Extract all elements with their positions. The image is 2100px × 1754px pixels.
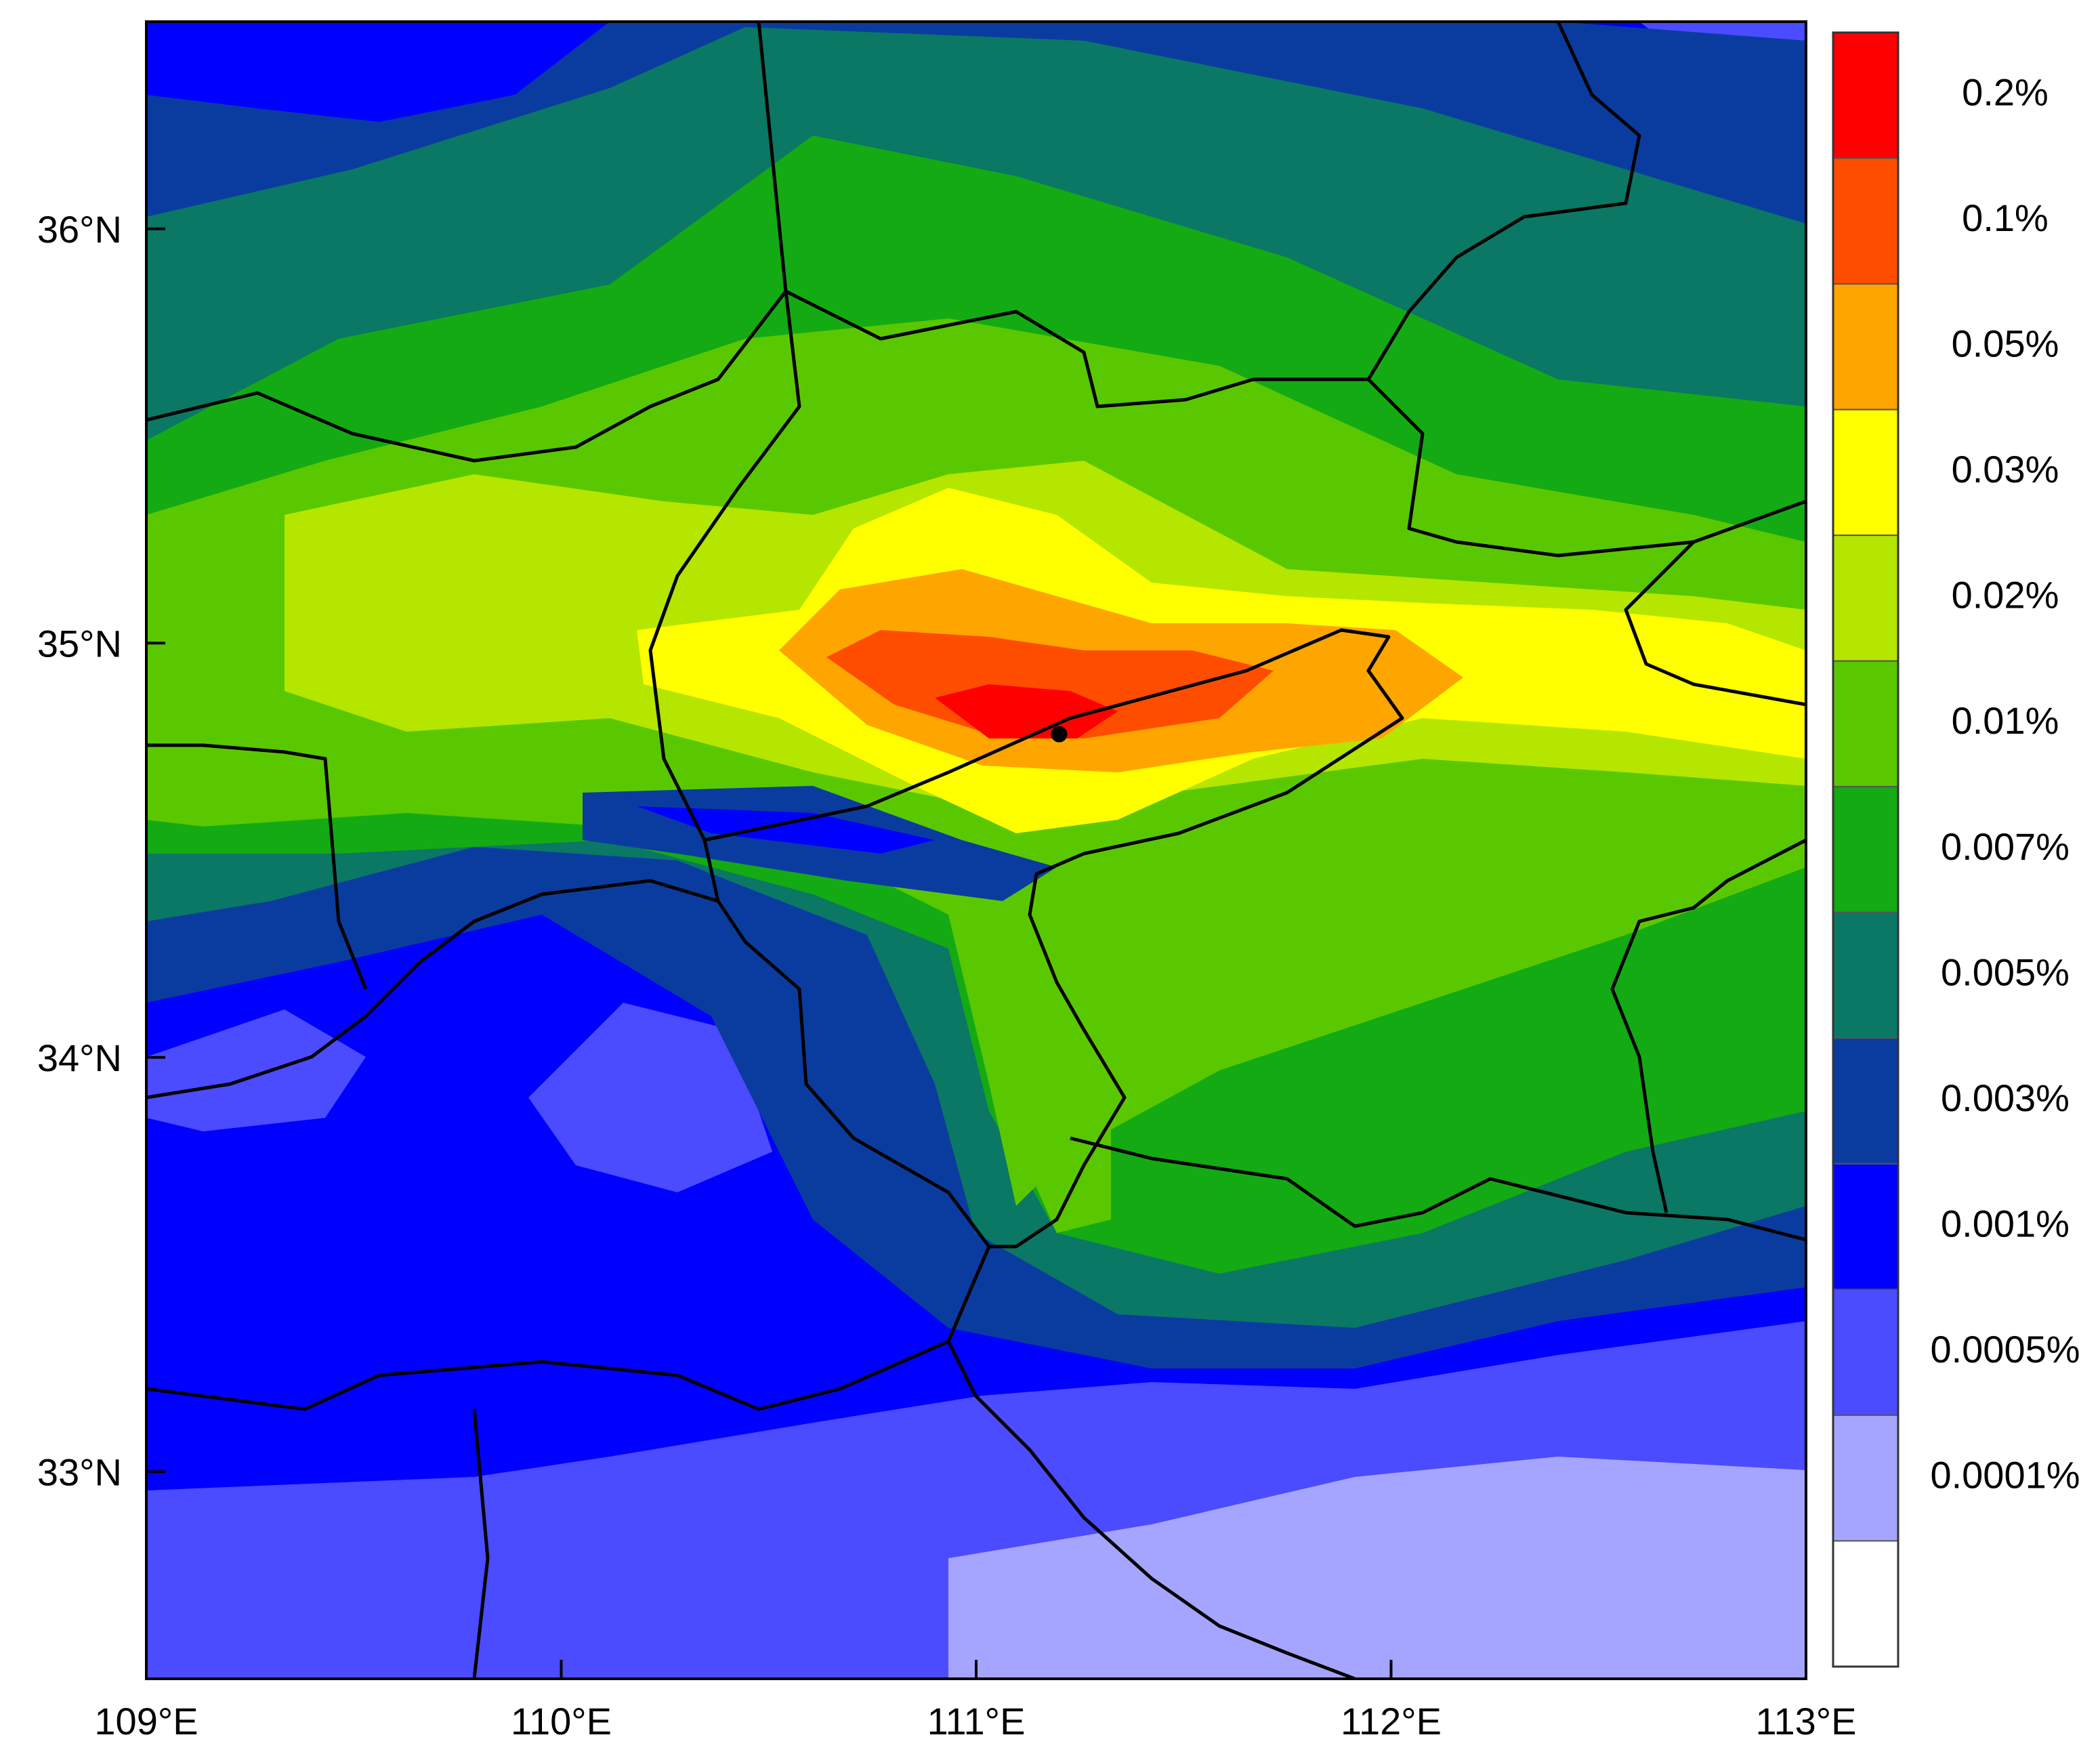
colorbar-swatch (1832, 1540, 1899, 1667)
y-tick-label: 35°N (37, 622, 122, 665)
x-tick-label: 109°E (94, 1700, 198, 1742)
field-band-01-south-arm (1003, 921, 1111, 1233)
colorbar-label: 0.0005% (1930, 1328, 2080, 1371)
colorbar-swatch (1832, 1414, 1899, 1542)
colorbar-label: 0.2% (1962, 71, 2049, 114)
source-marker (1051, 726, 1068, 743)
colorbar-frame (1832, 31, 1899, 1668)
colorbar-swatch (1832, 409, 1899, 537)
x-tick-label: 113°E (1755, 1700, 1856, 1742)
colorbar-label: 0.007% (1941, 825, 2070, 868)
colorbar-swatch (1832, 283, 1899, 411)
colorbar-label: 0.003% (1941, 1077, 2070, 1119)
field-band-0005-patch-a (528, 1003, 772, 1192)
colorbar-swatch (1832, 911, 1899, 1039)
field-band-2 (935, 684, 1118, 738)
field-band-001-north (146, 22, 610, 122)
field-band-1 (826, 630, 1274, 738)
x-tick-label: 111°E (927, 1700, 1026, 1742)
x-tick-label: 112°E (1341, 1700, 1442, 1742)
colorbar-legend: 0.2% 0.1% 0.05% 0.03% 0.02% 0.01% 0.007% 0.005%… (1832, 31, 2080, 1668)
colorbar-label: 0.0001% (1930, 1453, 2080, 1496)
colorbar-label: 0.03% (1952, 448, 2059, 490)
y-tick-label: 36°N (37, 208, 122, 251)
colorbar-label: 0.001% (1941, 1202, 2070, 1245)
colorbar-swatch (1832, 1289, 1899, 1416)
colorbar-swatch (1832, 786, 1899, 913)
x-tick-label: 110°E (511, 1700, 612, 1742)
colorbar-swatch (1832, 1163, 1899, 1291)
field-band-0001-southeast (948, 1457, 1806, 1679)
field-band-0005-patch-b (146, 1009, 366, 1131)
colorbar-swatch (1832, 157, 1899, 285)
colorbar-label: 0.02% (1952, 574, 2059, 617)
colorbar-label: 0.005% (1941, 951, 2070, 993)
admin-boundaries (146, 22, 1806, 1679)
colorbar-swatch (1832, 32, 1899, 159)
concentration-field (146, 22, 1806, 1679)
colorbar-swatch (1832, 1037, 1899, 1165)
y-axis: 36°N 35°N 34°N 33°N (37, 208, 165, 1493)
field-band-001-wedge (637, 806, 935, 854)
y-tick-label: 33°N (37, 1450, 122, 1493)
colorbar-swatch (1832, 660, 1899, 788)
colorbar-label: 0.1% (1962, 196, 2049, 239)
x-axis: 109°E 110°E 111°E 112°E 113°E (94, 1660, 1857, 1742)
colorbar-label: 0.01% (1952, 699, 2059, 742)
colorbar-label: 0.05% (1952, 322, 2059, 365)
colorbar-swatch (1832, 535, 1899, 662)
y-tick-label: 34°N (37, 1037, 122, 1079)
